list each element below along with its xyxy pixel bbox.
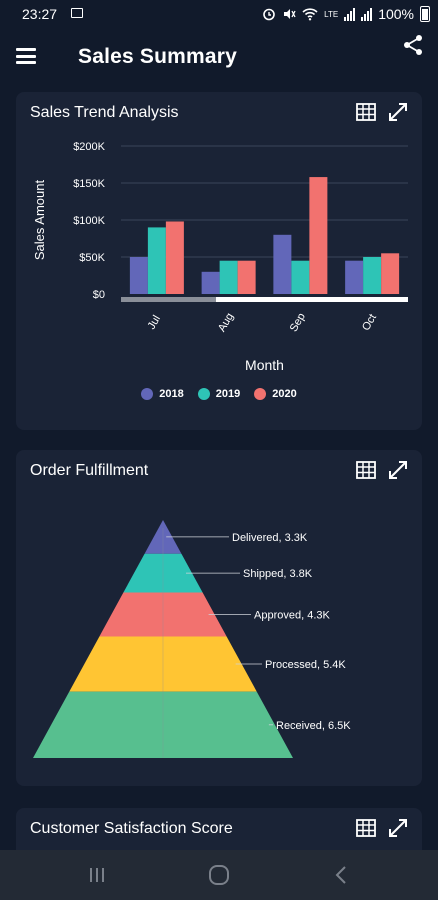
recent-apps-icon[interactable] [85, 865, 109, 885]
card-tools [356, 460, 408, 480]
legend-label-2020: 2020 [272, 388, 297, 400]
legend-item-2020[interactable]: 2020 [254, 388, 297, 400]
status-bar: 23:27 LTE 100% [0, 0, 438, 28]
chart-legend: 2018 2019 2020 [16, 388, 422, 400]
sales-trend-chart: $0 $50K $100K $150K $200K Jul Aug Sep Oct Month Sa… [32, 141, 408, 373]
table-view-icon[interactable] [356, 102, 376, 122]
expand-icon[interactable] [388, 818, 408, 838]
bar-2018-sep [273, 234, 292, 294]
bar-2020-oct [381, 253, 400, 294]
bar-2019-oct [363, 257, 382, 294]
y-tick-label: $150K [73, 178, 105, 190]
legend-item-2019[interactable]: 2019 [197, 388, 241, 400]
order-fulfillment-title: Order Fulfillment [30, 462, 149, 479]
pyramid-label: Shipped, 3.8K [243, 568, 313, 580]
bar-2019-jul [147, 227, 166, 294]
y-axis-title: Sales Amount [32, 180, 47, 261]
y-tick-label: $200K [73, 141, 105, 153]
legend-swatch-2018 [141, 388, 154, 400]
signal-icon-2 [361, 7, 373, 21]
menu-icon[interactable] [16, 48, 36, 64]
back-icon[interactable] [330, 865, 354, 885]
wifi-icon [302, 8, 318, 21]
app-bar: Sales Summary [0, 28, 438, 86]
signal-icon [344, 7, 356, 21]
expand-icon[interactable] [388, 460, 408, 480]
status-time: 23:27 [22, 6, 58, 22]
y-tick-label: $50K [79, 252, 105, 264]
y-tick-label: $0 [93, 289, 105, 301]
sales-trend-card: Sales Trend Analysis $0 $50K $100K $150K $20… [16, 92, 422, 430]
customer-satisfaction-title: Customer Satisfaction Score [30, 820, 233, 837]
pyramid-label: Processed, 5.4K [265, 659, 346, 671]
sales-trend-title: Sales Trend Analysis [30, 104, 179, 121]
bar-2019-sep [291, 260, 310, 294]
legend-swatch-2020 [254, 388, 267, 400]
home-icon[interactable] [207, 865, 231, 885]
scroll-track [121, 297, 408, 302]
card-tools [356, 102, 408, 122]
x-tick-label: Jul [146, 313, 163, 331]
bar-2018-aug [201, 271, 220, 294]
battery-icon [420, 6, 430, 22]
table-view-icon[interactable] [356, 818, 376, 838]
pyramid-label: Delivered, 3.3K [232, 532, 308, 544]
bar-2018-oct [345, 260, 364, 294]
bar-2020-jul [165, 221, 184, 294]
order-fulfillment-chart: Delivered, 3.3K Shipped, 3.8K Approved, 4.… [33, 520, 351, 758]
bar-2018-jul [129, 257, 148, 294]
status-icons: LTE 100% [262, 6, 430, 22]
bar-2019-aug [219, 260, 238, 294]
x-axis-title: Month [245, 357, 284, 373]
pyramid-label: Approved, 4.3K [254, 609, 330, 621]
scroll-thumb [121, 297, 216, 302]
system-nav-bar [0, 850, 438, 900]
table-view-icon[interactable] [356, 460, 376, 480]
legend-item-2018[interactable]: 2018 [141, 388, 184, 400]
alarm-icon [263, 8, 275, 21]
image-notification-icon [71, 8, 83, 18]
x-tick-label: Sep [288, 311, 308, 334]
legend-swatch-2019 [197, 388, 210, 400]
pyramid-label: Received, 6.5K [276, 720, 351, 732]
legend-label-2019: 2019 [215, 388, 241, 400]
order-fulfillment-card: Order Fulfillment Delivered, 3.3K Shipped… [16, 450, 422, 786]
expand-icon[interactable] [388, 102, 408, 122]
card-tools [356, 818, 408, 838]
x-tick-label: Oct [360, 312, 379, 333]
y-tick-label: $100K [73, 215, 105, 227]
page-title: Sales Summary [78, 45, 238, 68]
bar-2020-aug [237, 260, 256, 294]
share-icon[interactable] [402, 34, 424, 56]
bar-2020-sep [309, 177, 328, 294]
battery-percent: 100% [378, 6, 414, 22]
mute-icon [284, 9, 296, 19]
legend-label-2018: 2018 [159, 388, 184, 400]
x-tick-label: Aug [216, 311, 236, 334]
volte-icon: LTE [324, 9, 339, 19]
